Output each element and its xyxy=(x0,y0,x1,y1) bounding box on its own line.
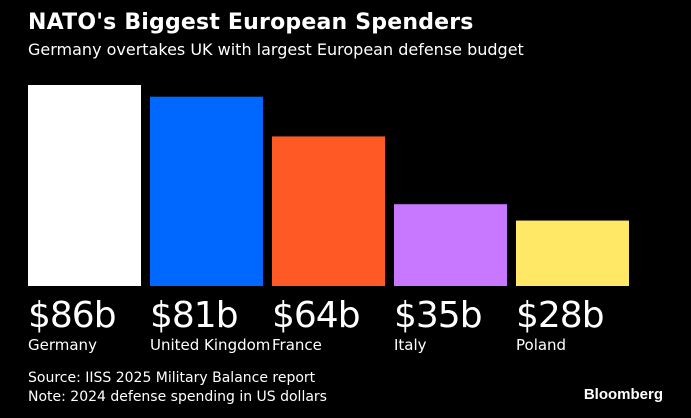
category-label-france: France xyxy=(272,336,322,354)
value-label-germany: $86b xyxy=(28,295,117,336)
category-label-united-kingdom: United Kingdom xyxy=(150,336,271,354)
chart-subtitle: Germany overtakes UK with largest Europe… xyxy=(28,40,524,59)
bloomberg-logo: Bloomberg xyxy=(583,386,663,403)
bar-chart xyxy=(28,85,629,287)
bar-poland xyxy=(516,220,629,286)
chart-title: NATO's Biggest European Spenders xyxy=(28,10,474,35)
bar-germany xyxy=(28,85,141,286)
bar-france xyxy=(272,136,385,286)
value-label-poland: $28b xyxy=(516,295,605,336)
source-note: Source: IISS 2025 Military Balance repor… xyxy=(28,370,316,386)
value-label-united-kingdom: $81b xyxy=(150,295,239,336)
footnote: Note: 2024 defense spending in US dollar… xyxy=(28,389,327,405)
bar-united-kingdom xyxy=(150,96,263,287)
category-label-italy: Italy xyxy=(394,336,427,354)
bar-italy xyxy=(394,204,507,286)
category-label-poland: Poland xyxy=(516,336,567,354)
category-label-germany: Germany xyxy=(28,336,97,354)
value-label-italy: $35b xyxy=(394,295,483,336)
value-label-france: $64b xyxy=(272,295,361,336)
